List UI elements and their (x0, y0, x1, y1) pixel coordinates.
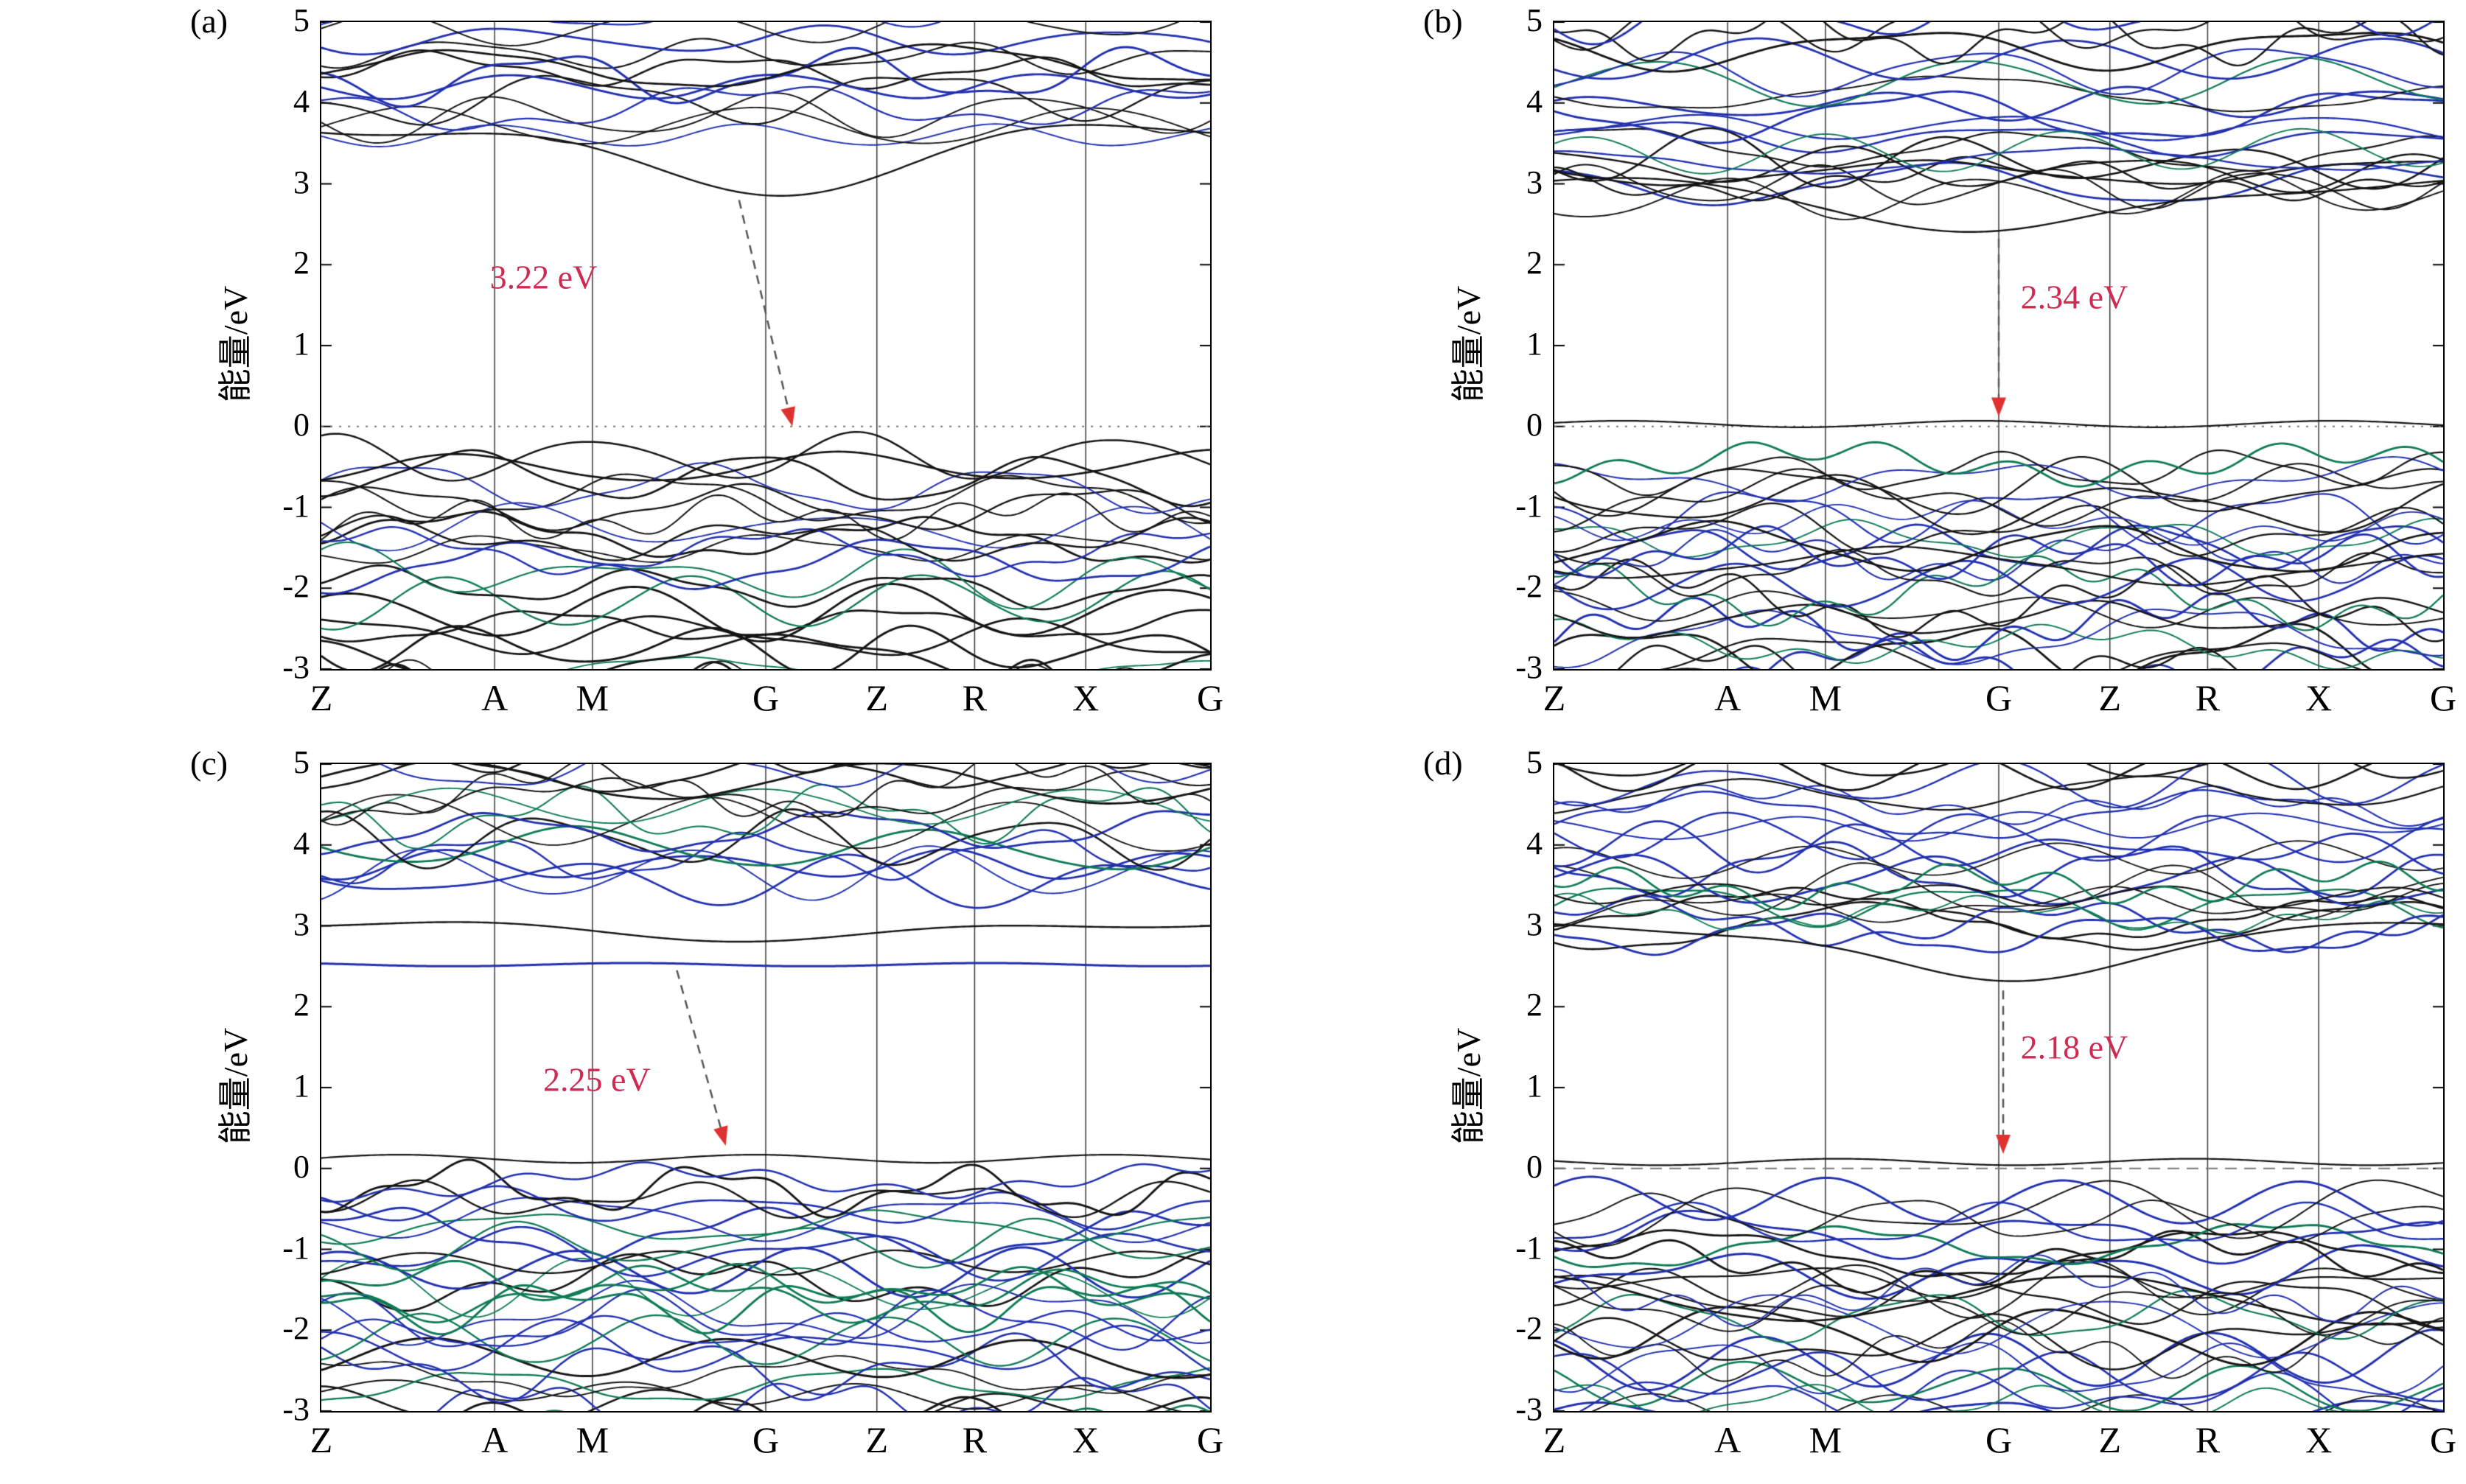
k-point-label: M (576, 677, 609, 718)
k-point-label: X (2305, 677, 2333, 718)
k-point-label: M (1809, 1419, 1842, 1460)
y-tick-label: 1 (1526, 1068, 1543, 1104)
y-tick-label: 4 (1526, 83, 1543, 119)
y-tick-label: 0 (1526, 406, 1543, 443)
k-point-label: A (481, 1419, 509, 1460)
k-point-label: A (1714, 1419, 1742, 1460)
y-tick-label: 2 (293, 245, 310, 281)
panel-label: (a) (190, 2, 228, 40)
band-gap-annotation: 2.18 eV (2020, 1028, 2128, 1066)
y-tick-label: -1 (282, 1229, 310, 1266)
k-point-label: G (1196, 1419, 1224, 1460)
band-gap-annotation: 2.34 eV (2020, 278, 2128, 316)
y-tick-label: -1 (1515, 487, 1543, 524)
y-tick-label: 0 (1526, 1148, 1543, 1185)
y-tick-label: 0 (293, 1148, 310, 1185)
y-tick-label: 3 (293, 164, 310, 200)
k-point-label: R (962, 677, 988, 718)
y-tick-label: -2 (282, 568, 310, 605)
k-point-label: G (2429, 1419, 2457, 1460)
y-tick-label: 3 (1526, 164, 1543, 200)
panel-label: (d) (1423, 744, 1463, 782)
k-point-label: A (1714, 677, 1742, 718)
y-tick-label: 4 (1526, 825, 1543, 861)
y-tick-label: 1 (293, 1068, 310, 1104)
k-point-label: G (1985, 677, 2013, 718)
plot-area: 2.25 eV (320, 763, 1212, 1413)
y-tick-label: -2 (1515, 1310, 1543, 1347)
panel-label: (b) (1423, 2, 1463, 40)
k-point-label: R (2195, 1419, 2221, 1460)
y-tick-label: -1 (282, 487, 310, 524)
k-point-label: Z (1543, 1419, 1566, 1460)
y-tick-label: 2 (293, 987, 310, 1023)
panel-label: (c) (190, 744, 228, 782)
y-tick-label: -3 (1515, 649, 1543, 685)
band-plot-canvas (1554, 22, 2443, 669)
k-point-label: A (481, 677, 509, 718)
k-point-label: Z (2098, 1419, 2122, 1460)
plot-area: 2.34 eV (1553, 21, 2445, 671)
y-tick-label: 5 (293, 2, 310, 38)
y-tick-label: 4 (293, 825, 310, 861)
k-point-label: X (1072, 677, 1100, 718)
k-point-label: Z (1543, 677, 1566, 718)
k-point-label: R (2195, 677, 2221, 718)
y-tick-label: 5 (293, 744, 310, 780)
y-tick-label: 4 (293, 83, 310, 119)
plot-area: 2.18 eV (1553, 763, 2445, 1413)
k-point-label: G (1985, 1419, 2013, 1460)
y-tick-label: 0 (293, 406, 310, 443)
y-tick-label: 3 (1526, 906, 1543, 942)
plot-area: 3.22 eV (320, 21, 1212, 671)
y-tick-label: 5 (1526, 744, 1543, 780)
k-point-label: G (2429, 677, 2457, 718)
k-point-label: G (752, 677, 780, 718)
y-tick-label: -3 (282, 649, 310, 685)
k-point-label: G (1196, 677, 1224, 718)
y-tick-label: 1 (1526, 326, 1543, 362)
k-point-label: M (1809, 677, 1842, 718)
k-point-label: Z (865, 677, 889, 718)
k-point-label: G (752, 1419, 780, 1460)
band-gap-annotation: 3.22 eV (489, 258, 598, 296)
y-tick-label: -3 (1515, 1391, 1543, 1427)
band-gap-annotation: 2.25 eV (543, 1060, 651, 1099)
k-point-label: Z (2098, 677, 2122, 718)
k-point-label: Z (310, 1419, 333, 1460)
y-tick-label: -2 (282, 1310, 310, 1347)
y-tick-label: 5 (1526, 2, 1543, 38)
k-point-label: M (576, 1419, 609, 1460)
k-point-label: Z (865, 1419, 889, 1460)
k-point-label: X (2305, 1419, 2333, 1460)
k-point-label: Z (310, 677, 333, 718)
band-plot-canvas (1554, 764, 2443, 1411)
y-tick-label: 3 (293, 906, 310, 942)
band-plot-canvas (321, 764, 1210, 1411)
y-tick-label: 2 (1526, 987, 1543, 1023)
y-tick-label: 1 (293, 326, 310, 362)
y-tick-label: -2 (1515, 568, 1543, 605)
band-plot-canvas (321, 22, 1210, 669)
y-tick-label: -1 (1515, 1229, 1543, 1266)
y-tick-label: -3 (282, 1391, 310, 1427)
k-point-label: R (962, 1419, 988, 1460)
k-point-label: X (1072, 1419, 1100, 1460)
y-tick-label: 2 (1526, 245, 1543, 281)
